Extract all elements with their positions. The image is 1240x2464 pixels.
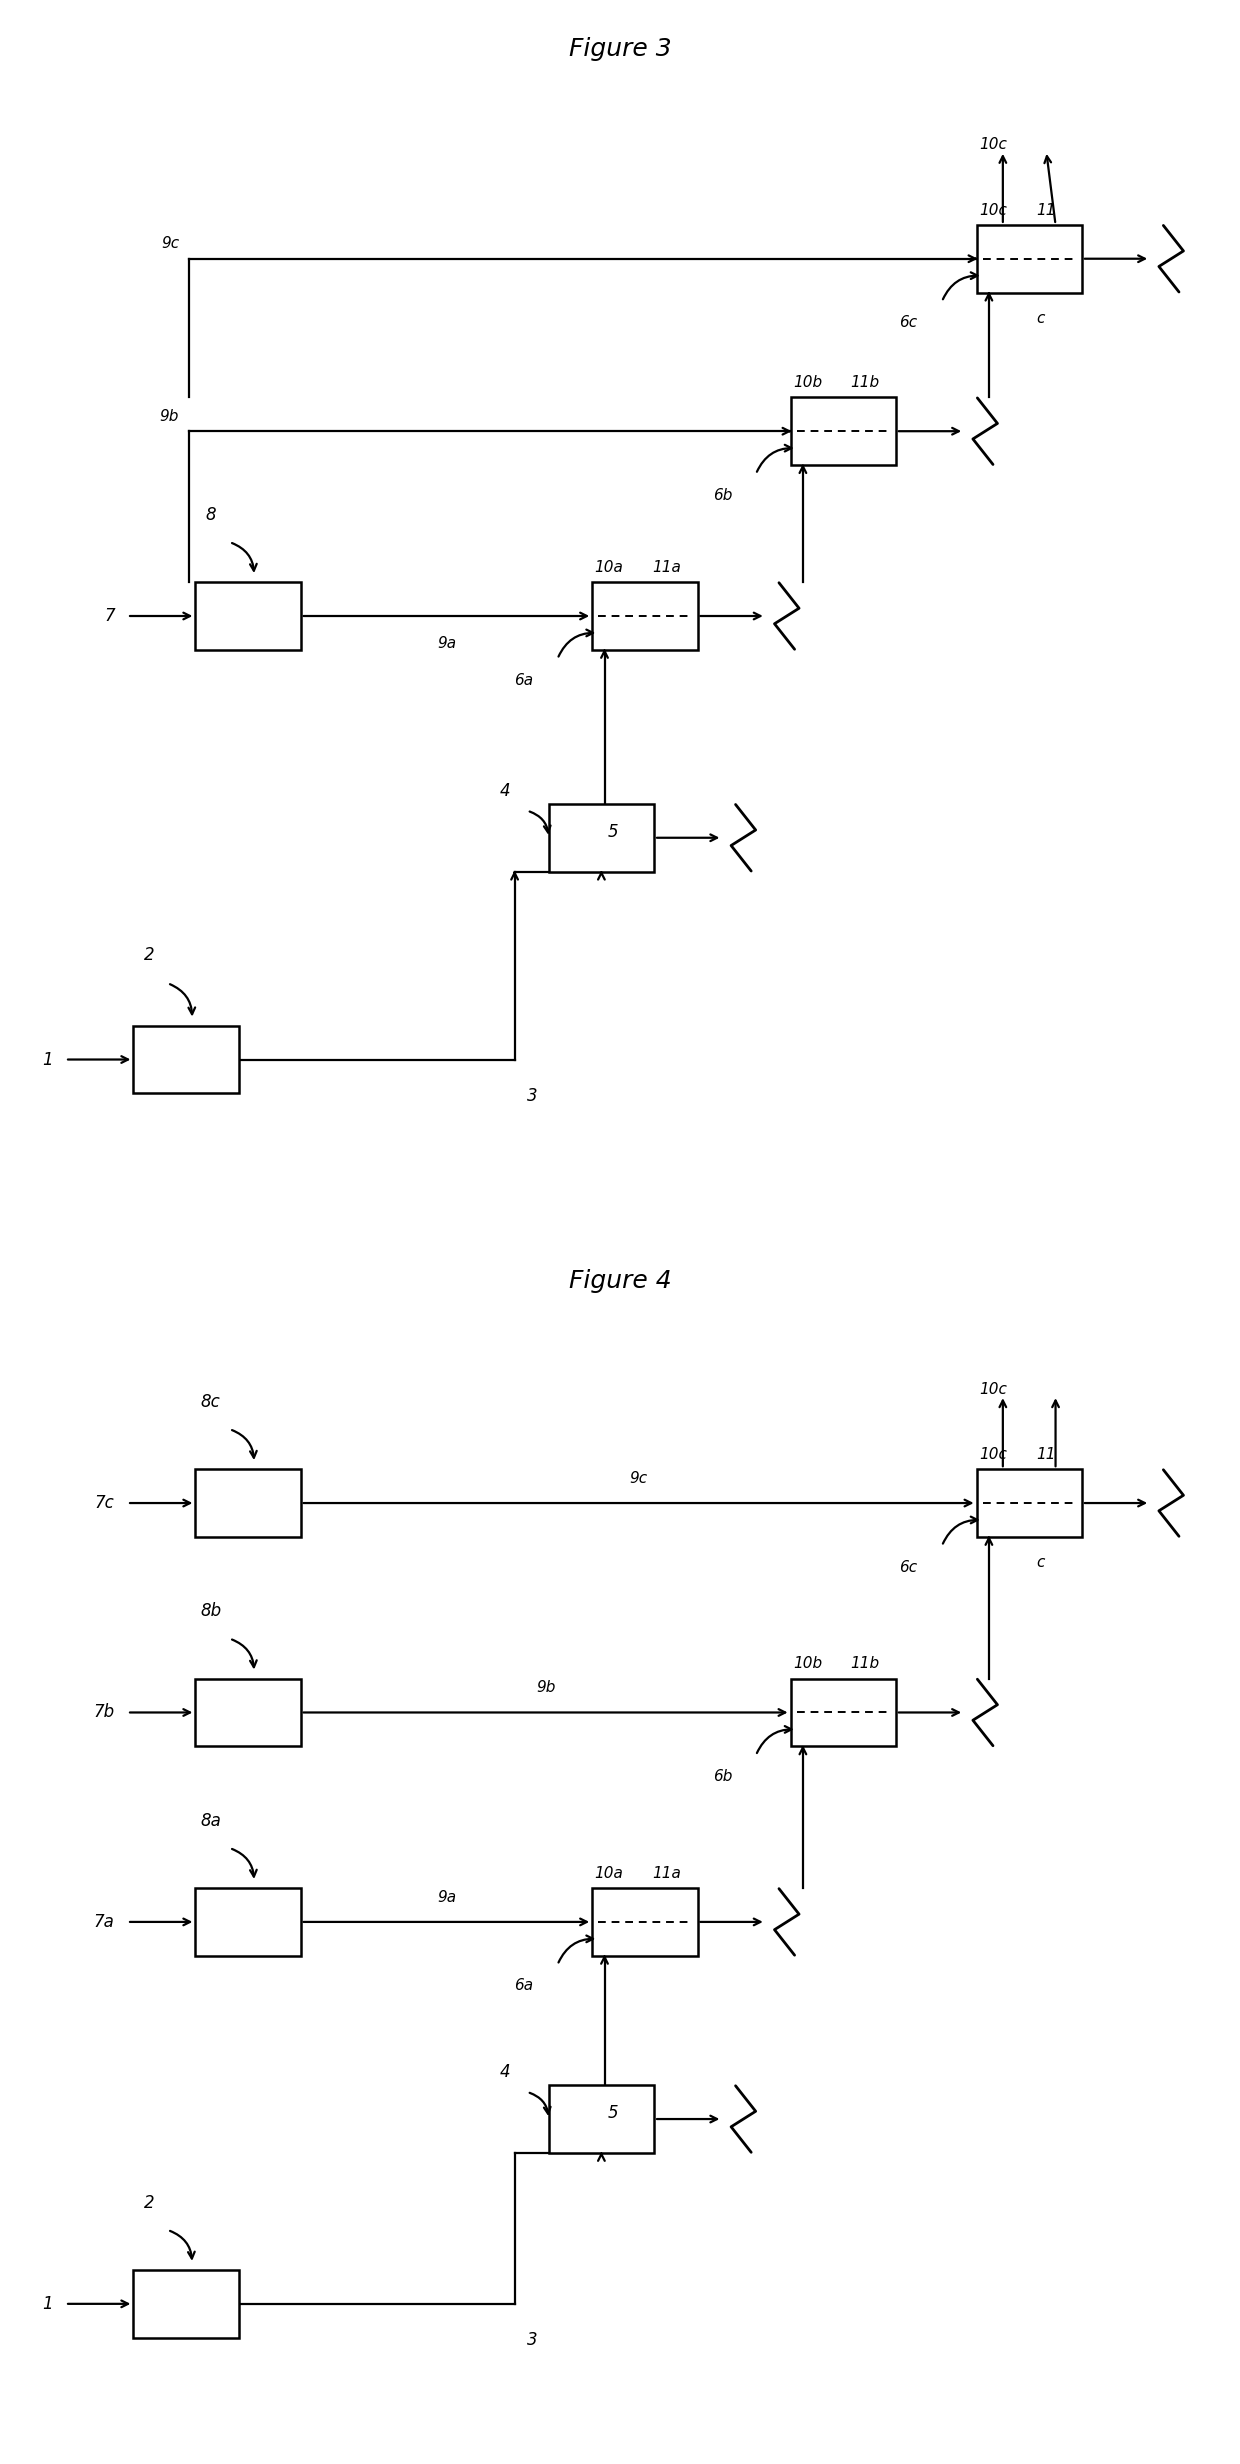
- Text: 7a: 7a: [94, 1912, 114, 1932]
- Bar: [977, 1469, 1081, 1538]
- Text: 2: 2: [144, 946, 154, 963]
- Text: 6b: 6b: [713, 1769, 732, 1784]
- Text: 8b: 8b: [200, 1602, 222, 1621]
- Text: 9c: 9c: [161, 237, 179, 251]
- Text: 10b: 10b: [794, 1656, 822, 1671]
- Text: 6c: 6c: [899, 315, 918, 330]
- Text: 9a: 9a: [436, 1890, 456, 1905]
- Bar: [133, 2269, 238, 2338]
- Text: Figure 3: Figure 3: [569, 37, 671, 62]
- Text: 3: 3: [527, 1087, 538, 1104]
- Text: Figure 4: Figure 4: [569, 1269, 671, 1294]
- Bar: [133, 1025, 238, 1094]
- Bar: [195, 1887, 300, 1956]
- Bar: [593, 582, 697, 650]
- Text: 8: 8: [206, 505, 216, 525]
- Text: 5: 5: [608, 823, 619, 840]
- Text: 9a: 9a: [436, 636, 456, 650]
- Text: c: c: [1037, 310, 1045, 325]
- Text: 10c: 10c: [980, 1382, 1007, 1397]
- Bar: [195, 1678, 300, 1747]
- Text: c: c: [1037, 1555, 1045, 1570]
- Text: 7: 7: [104, 606, 114, 626]
- Bar: [791, 1678, 895, 1747]
- Bar: [593, 1887, 697, 1956]
- Text: 4: 4: [500, 2062, 510, 2082]
- Text: 2: 2: [144, 2193, 154, 2213]
- Text: 8a: 8a: [201, 1811, 221, 1831]
- Bar: [548, 803, 655, 872]
- Text: 5: 5: [608, 2104, 619, 2122]
- Text: 4: 4: [500, 781, 510, 801]
- Text: 10c: 10c: [980, 1446, 1007, 1461]
- Text: 6a: 6a: [515, 1979, 533, 1993]
- Text: 7b: 7b: [93, 1703, 114, 1722]
- Bar: [195, 582, 300, 650]
- Text: 10c: 10c: [980, 138, 1007, 153]
- Text: 10a: 10a: [595, 559, 624, 574]
- Text: 3: 3: [527, 2331, 538, 2348]
- Bar: [548, 2085, 655, 2154]
- Text: 6b: 6b: [713, 488, 732, 503]
- Text: 9c: 9c: [630, 1471, 647, 1486]
- Text: 10c: 10c: [980, 202, 1007, 217]
- Text: 11a: 11a: [652, 559, 681, 574]
- Bar: [791, 397, 895, 466]
- Text: 9b: 9b: [536, 1680, 556, 1695]
- Text: 11: 11: [1037, 1446, 1056, 1461]
- Text: 6a: 6a: [515, 673, 533, 687]
- Bar: [195, 1469, 300, 1538]
- Text: 1: 1: [42, 1050, 52, 1069]
- Text: 11b: 11b: [851, 375, 879, 389]
- Text: 11a: 11a: [652, 1865, 681, 1880]
- Text: 11: 11: [1037, 202, 1056, 217]
- Text: 7c: 7c: [95, 1493, 114, 1513]
- Text: 6c: 6c: [899, 1560, 918, 1574]
- Text: 8c: 8c: [201, 1392, 221, 1412]
- Text: 10a: 10a: [595, 1865, 624, 1880]
- Text: 1: 1: [42, 2294, 52, 2314]
- Text: 10b: 10b: [794, 375, 822, 389]
- Bar: [977, 224, 1081, 293]
- Text: 9b: 9b: [160, 409, 179, 424]
- Text: 11b: 11b: [851, 1656, 879, 1671]
